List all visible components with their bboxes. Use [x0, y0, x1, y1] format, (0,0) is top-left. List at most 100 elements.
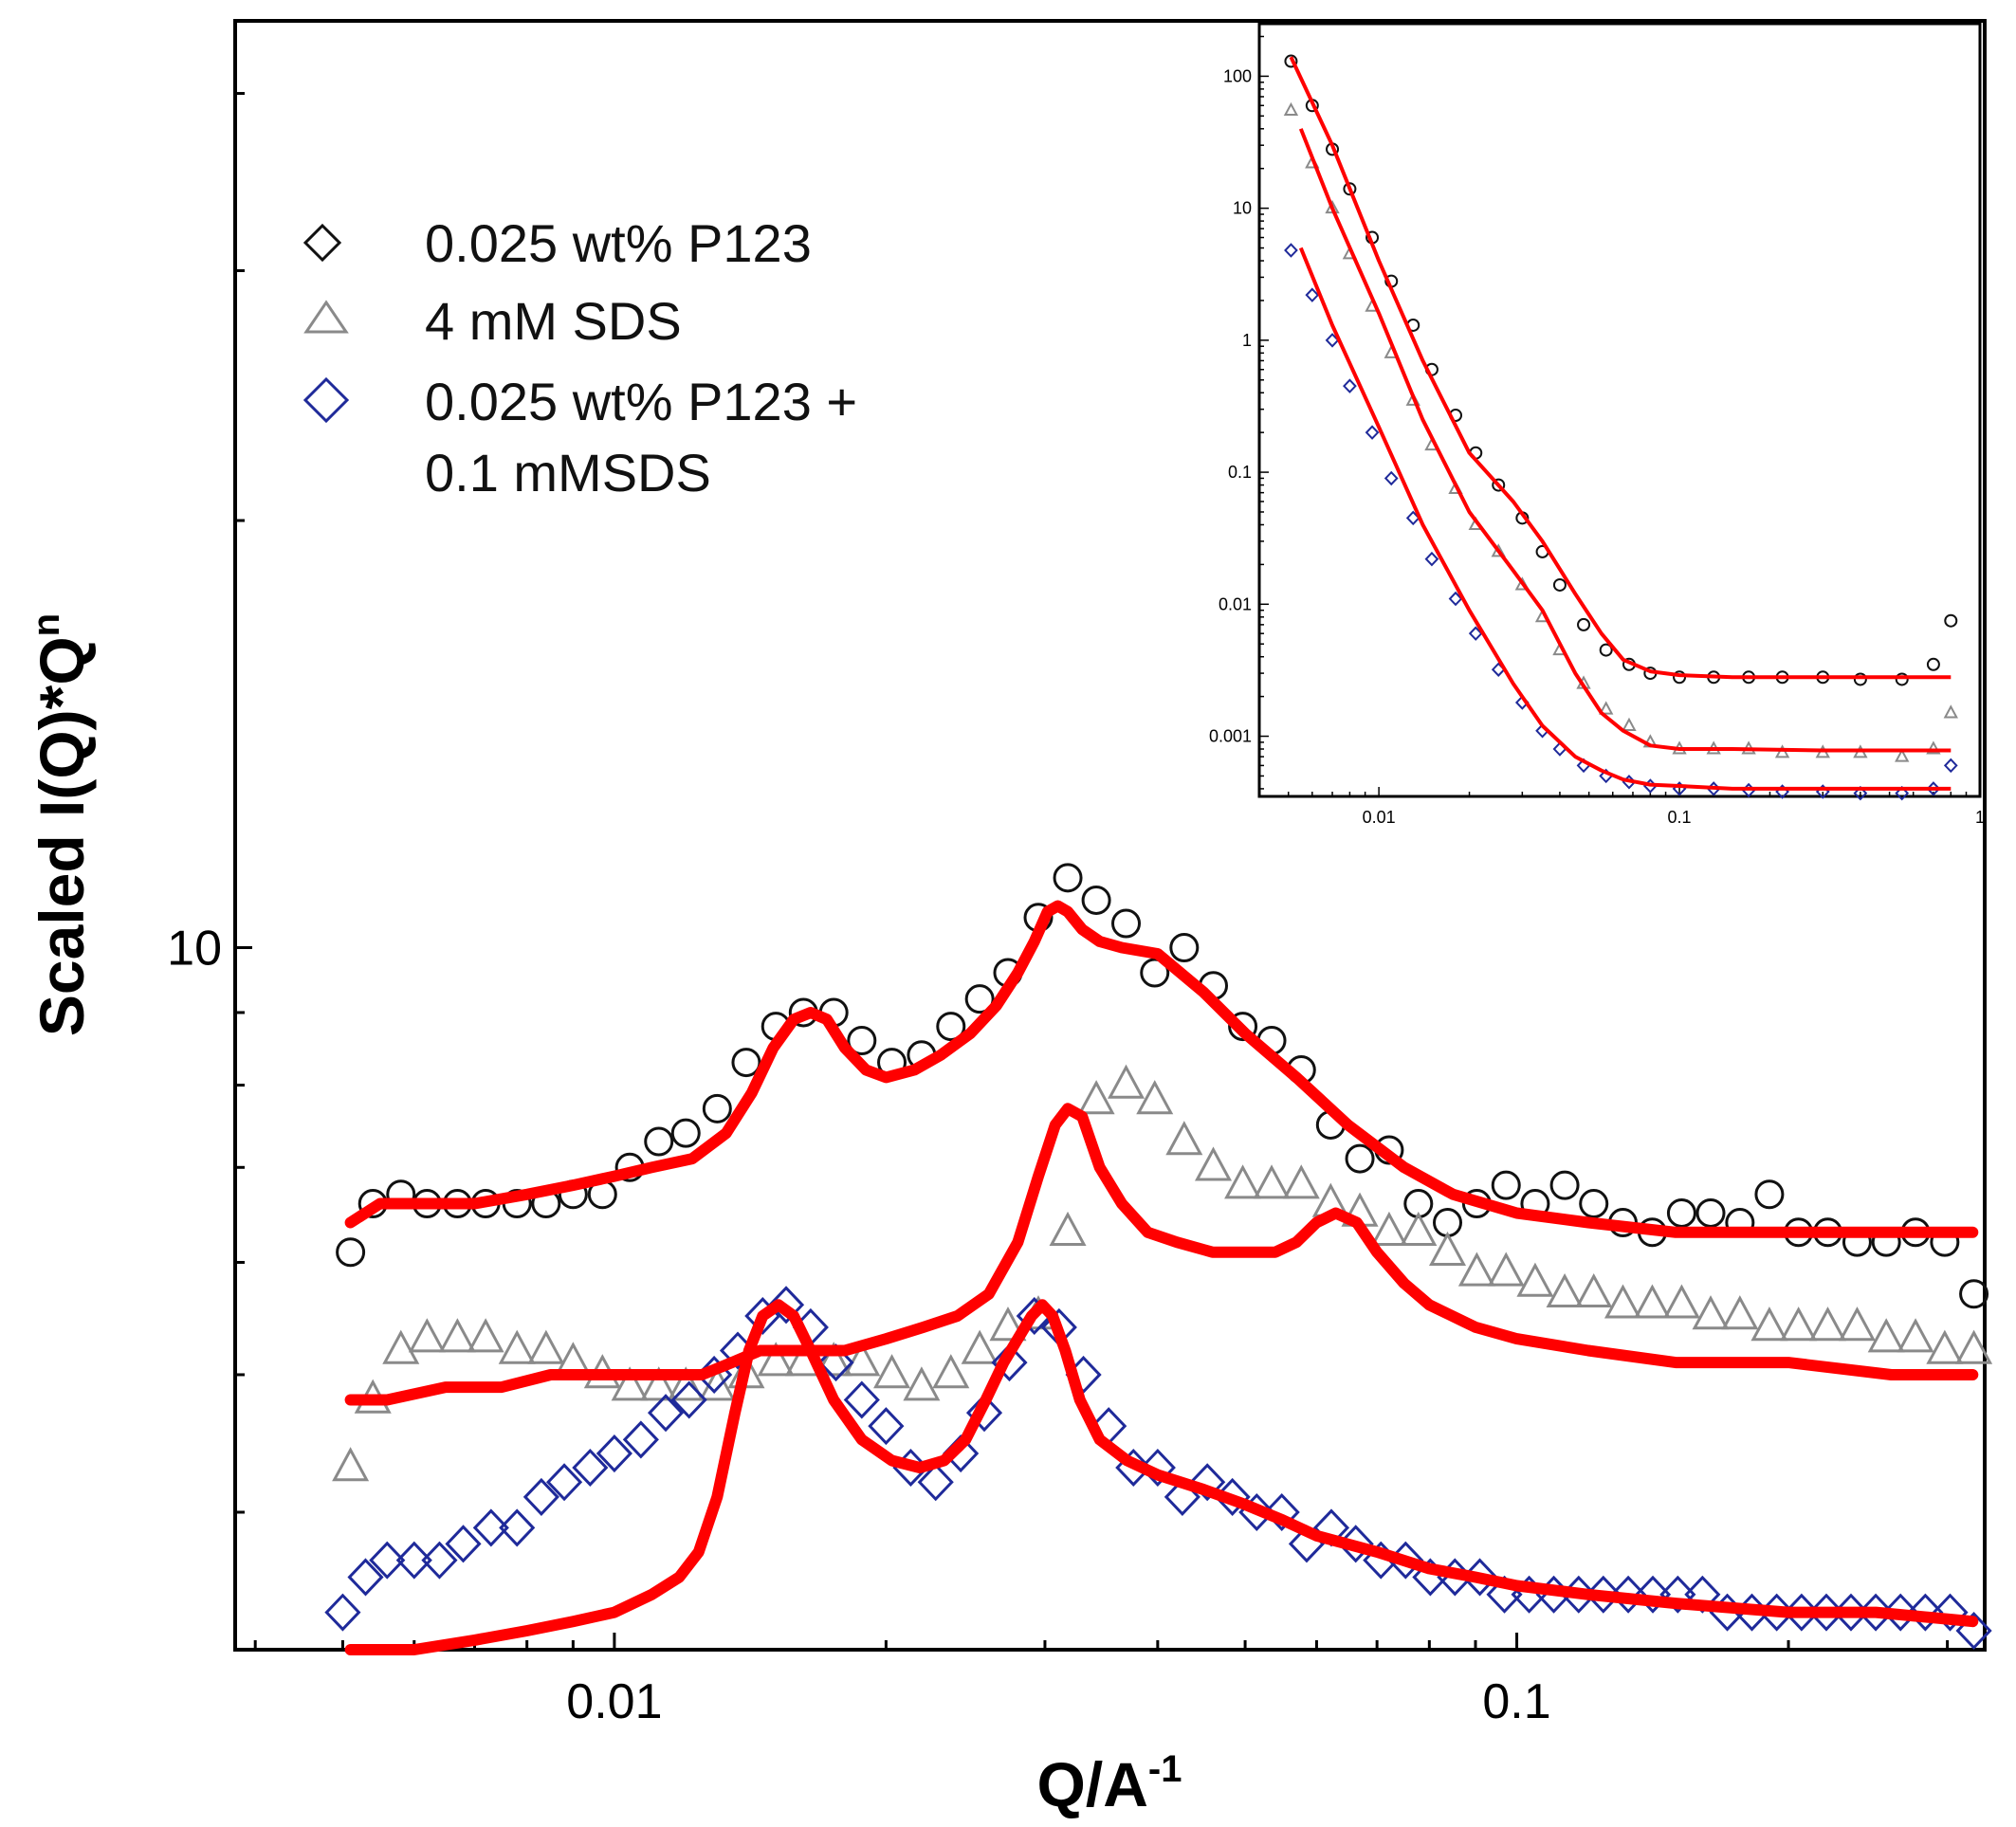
data-point-sds: [1049, 1211, 1087, 1247]
data-point-mix: [395, 1541, 432, 1580]
data-point-mix: [596, 1434, 632, 1473]
data-point-mix: [1882, 1593, 1919, 1632]
data-point-sds: [1370, 1211, 1408, 1247]
data-point-sds: [667, 1366, 705, 1401]
data-point-sds: [1077, 1080, 1115, 1115]
inset-data-point-mix: [1895, 785, 1910, 801]
inset-data-point-mix: [1448, 591, 1463, 607]
data-point-p123: [702, 1093, 732, 1124]
x-tick-label: 0.01: [566, 1674, 662, 1729]
legend: 0.025 wt% P123 4 mM SDS 0.025 wt% P123 +…: [302, 213, 857, 502]
data-point-sds: [1750, 1306, 1788, 1342]
legend-label-mix: 0.025 wt% P123 +: [425, 372, 857, 431]
data-point-sds: [1516, 1262, 1554, 1297]
data-point-mix: [472, 1508, 509, 1547]
data-point-sds: [527, 1329, 565, 1364]
inset-frame: [1257, 22, 1982, 798]
fit-curve-mix: [344, 1299, 1979, 1655]
inset-data-point-p123: [1599, 643, 1613, 657]
data-point-p123: [1081, 885, 1111, 915]
inset-data-point-sds: [1895, 748, 1910, 762]
data-point-p123: [1228, 1012, 1258, 1042]
data-point-sds: [1253, 1164, 1291, 1199]
data-point-sds: [408, 1318, 446, 1353]
inset-data-point-mix: [1926, 781, 1941, 796]
data-point-p123: [1111, 908, 1142, 939]
inset-y-tick-label: 100: [1223, 66, 1252, 85]
inset-axis-ticks: [1258, 35, 1981, 796]
data-point-p123: [336, 1237, 366, 1268]
data-point-mix: [369, 1541, 406, 1580]
data-point-mix: [1907, 1593, 1944, 1632]
data-point-mix: [843, 1380, 880, 1419]
data-point-mix: [1263, 1492, 1300, 1532]
main-fit-curves: [344, 900, 1979, 1655]
data-point-p123: [1754, 1179, 1785, 1210]
inset-x-tick-label: 0.01: [1363, 808, 1396, 827]
data-point-mix: [324, 1593, 361, 1632]
data-point-sds: [1604, 1284, 1641, 1319]
data-point-sds: [1165, 1121, 1203, 1156]
inset-data-point-p123: [1577, 617, 1591, 631]
data-point-mix: [965, 1394, 1003, 1433]
data-point-mix: [868, 1407, 905, 1446]
x-tick-label: 0.1: [1482, 1674, 1550, 1729]
inset-fit-curve-p123: [1289, 56, 1952, 680]
inset-data-point-sds: [1283, 101, 1299, 117]
inset-data-point-mix: [1853, 785, 1868, 801]
inset-y-tick-label: 10: [1233, 199, 1252, 218]
y-axis-title-text: Scaled I(Q)*Q: [27, 636, 97, 1036]
data-point-p123: [731, 1048, 761, 1078]
data-point-sds: [611, 1366, 649, 1401]
data-point-mix: [1659, 1575, 1696, 1614]
data-point-p123: [1140, 958, 1170, 988]
data-point-sds: [1662, 1284, 1700, 1319]
data-point-mix: [622, 1420, 659, 1459]
y-axis-title: Scaled I(Q)*Qn: [26, 613, 97, 1036]
inset-data-point-sds: [1599, 701, 1614, 715]
inset-y-tick-label: 1: [1242, 331, 1252, 350]
inset-x-tick-label: 0.1: [1668, 808, 1692, 827]
data-point-mix: [647, 1394, 685, 1433]
plot-frame: [233, 19, 1987, 1652]
data-point-mix: [1610, 1575, 1647, 1614]
y-axis-title-sup: n: [26, 613, 67, 636]
inset-fit-curve-mix: [1298, 247, 1952, 791]
data-point-sds: [989, 1306, 1027, 1342]
data-point-sds: [1867, 1318, 1905, 1353]
data-point-sds: [1487, 1251, 1525, 1287]
data-point-p123: [964, 984, 995, 1014]
inset-data-point-mix: [1384, 470, 1399, 486]
legend-marker-mix: [302, 376, 350, 424]
series-sds: [332, 1064, 1993, 1482]
data-point-sds: [1633, 1284, 1671, 1319]
data-point-p123: [1579, 1189, 1609, 1219]
inset-data-point-sds: [1943, 704, 1958, 719]
inset-data-point-p123: [1944, 613, 1958, 628]
data-point-mix: [1139, 1448, 1176, 1488]
data-point-sds: [1692, 1295, 1730, 1330]
y-tick-label: 10: [167, 921, 222, 976]
inset-data-point-mix: [1943, 758, 1958, 774]
inset-x-tick-label: 1: [1975, 808, 1985, 827]
legend-marker-sds: [303, 300, 349, 334]
data-point-sds: [332, 1447, 370, 1482]
inset-data-point-p123: [1853, 672, 1867, 686]
data-point-sds: [640, 1366, 678, 1401]
data-point-sds: [438, 1318, 476, 1353]
x-axis-title-sup: -1: [1148, 1748, 1182, 1790]
data-point-p123: [847, 1026, 877, 1056]
data-point-mix: [670, 1380, 707, 1419]
data-point-sds: [1546, 1272, 1584, 1308]
data-point-sds: [382, 1329, 420, 1364]
x-axis-title: Q/A-1: [1037, 1748, 1182, 1819]
inset-fit-curve-sds: [1298, 128, 1952, 753]
data-point-p123: [1959, 1279, 1989, 1309]
inset-data-point-mix: [1424, 551, 1439, 567]
fit-curve-sds: [344, 1103, 1979, 1406]
data-point-mix: [1634, 1575, 1672, 1614]
data-point-mix: [347, 1558, 384, 1597]
data-point-sds: [932, 1354, 970, 1389]
legend-label-sds: 4 mM SDS: [425, 291, 682, 351]
